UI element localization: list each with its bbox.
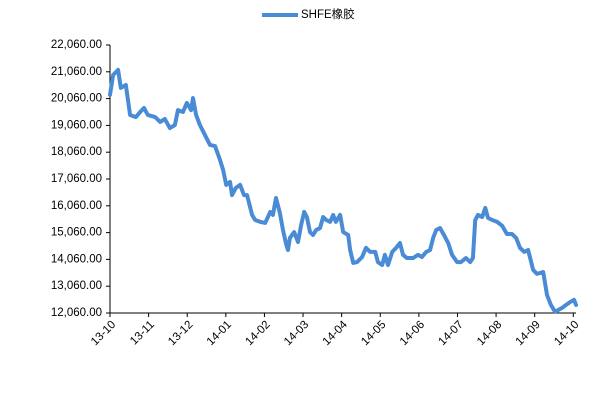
x-tick-label: 14-07 xyxy=(436,319,465,348)
y-tick-label: 16,060.00 xyxy=(51,200,102,212)
y-tick-label: 18,060.00 xyxy=(51,146,102,158)
y-tick-label: 17,060.00 xyxy=(51,173,102,185)
x-tick-label: 14-03 xyxy=(282,319,311,348)
y-tick-label: 14,060.00 xyxy=(51,253,102,265)
y-tick-label: 20,060.00 xyxy=(51,93,102,105)
line xyxy=(108,67,578,314)
y-tick-label: 15,060.00 xyxy=(51,227,102,239)
x-tick-label: 14-06 xyxy=(398,319,427,348)
x-tick-label: 13-10 xyxy=(89,319,118,348)
x-tick-label: 14-05 xyxy=(359,319,388,348)
x-tick-label: 14-02 xyxy=(243,319,272,348)
x-tick-label: 13-11 xyxy=(128,319,157,348)
x-tick-label: 14-01 xyxy=(205,319,234,348)
y-tick-label: 21,060.00 xyxy=(51,66,102,78)
x-tick-label: 14-08 xyxy=(475,319,504,348)
y-tick-label: 12,060.00 xyxy=(51,307,102,319)
y-tick-label: 19,060.00 xyxy=(51,119,102,131)
legend-label: SHFE橡胶 xyxy=(301,7,355,21)
y-tick-label: 22,060.00 xyxy=(51,39,102,51)
y-tick-label: 13,060.00 xyxy=(51,280,102,292)
x-tick-label: 14-09 xyxy=(514,319,543,348)
x-tick-label: 14-04 xyxy=(321,318,351,348)
x-tick-label: 14-10 xyxy=(552,319,581,348)
x-tick-label: 13-12 xyxy=(166,319,195,348)
